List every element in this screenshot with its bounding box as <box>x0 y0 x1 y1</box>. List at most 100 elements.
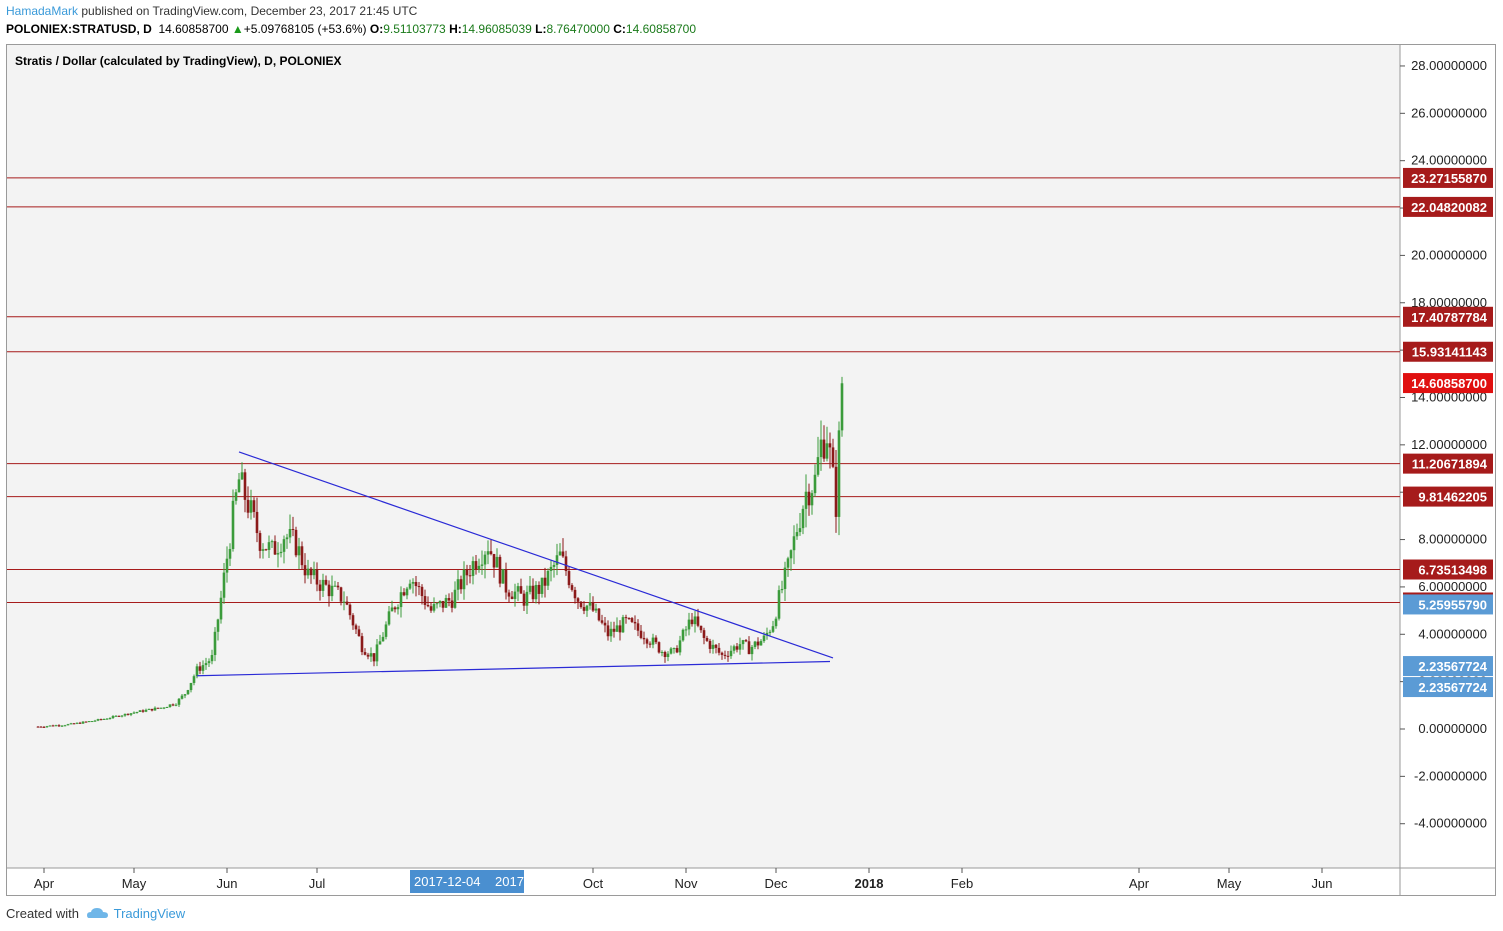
candle-body <box>441 600 445 608</box>
candle-body <box>480 564 484 566</box>
author-link[interactable]: HamadaMark <box>6 4 79 18</box>
chart-frame[interactable]: Stratis / Dollar (calculated by TradingV… <box>6 44 1496 896</box>
candle-body <box>168 704 172 708</box>
y-tick-label: 28.00000000 <box>1411 58 1487 73</box>
candle-body <box>495 556 499 568</box>
candle-body <box>252 500 256 512</box>
candle-body <box>798 528 802 533</box>
candle-body <box>423 596 427 605</box>
candle-body <box>660 652 664 654</box>
candle-body <box>306 568 310 576</box>
candle-body <box>390 607 394 612</box>
candle-body <box>510 596 514 599</box>
candle-body <box>759 641 763 646</box>
candle-body <box>519 586 523 594</box>
x-tick-label: Nov <box>674 876 698 891</box>
candle-body <box>57 725 61 727</box>
candle-body <box>489 551 493 555</box>
candle-body <box>51 725 55 727</box>
candle-body <box>651 637 655 645</box>
candle-body <box>765 632 769 636</box>
candle-body <box>258 533 262 551</box>
candle-body <box>237 479 241 493</box>
candle-body <box>639 630 643 638</box>
candle-body <box>645 639 649 644</box>
candle-body <box>468 575 472 577</box>
candle-body <box>114 715 118 717</box>
candle-body <box>102 718 106 720</box>
candle-body <box>636 623 640 631</box>
candle-body <box>225 558 229 573</box>
candle-body <box>831 447 835 467</box>
x-tick-label: Jun <box>217 876 238 891</box>
candle-body <box>477 565 481 570</box>
candle-body <box>141 710 145 712</box>
candle-body <box>744 640 748 642</box>
candle-body <box>210 655 214 662</box>
candle-body <box>99 719 103 721</box>
candle-body <box>807 491 811 506</box>
candle-body <box>648 643 652 645</box>
candle-body <box>690 619 694 625</box>
candle-body <box>804 491 808 509</box>
candle-body <box>621 617 625 633</box>
candle-body <box>810 493 814 506</box>
candle-body <box>36 726 40 728</box>
candle-body <box>375 644 379 662</box>
candle-body <box>279 551 283 554</box>
plot-pane[interactable] <box>7 45 1400 868</box>
candle-body <box>117 715 121 717</box>
candle-body <box>303 565 307 576</box>
candle-body <box>264 549 268 551</box>
created-with-text: Created with <box>6 906 79 921</box>
trendline-price-label-bg <box>1403 677 1493 698</box>
candle-body <box>474 561 478 570</box>
candle-body <box>729 650 733 657</box>
candle-body <box>69 723 73 725</box>
candle-body <box>366 654 370 657</box>
candle-body <box>585 605 589 611</box>
candle-body <box>627 618 631 620</box>
x-tick-label: Apr <box>34 876 55 891</box>
candle-body <box>699 625 703 631</box>
candle-body <box>576 598 580 602</box>
candle-body <box>657 642 661 653</box>
candle-body <box>189 682 193 691</box>
candle-body <box>96 719 100 721</box>
candle-body <box>144 709 148 712</box>
candle-body <box>741 640 745 645</box>
candle-body <box>762 635 766 642</box>
candle-body <box>600 620 604 623</box>
trendline-price-label: 2.23567724 <box>1418 659 1487 674</box>
price-chart[interactable]: Stratis / Dollar (calculated by TradingV… <box>7 45 1495 895</box>
candle-body <box>357 629 361 637</box>
candle-body <box>783 567 787 589</box>
candle-body <box>753 641 757 647</box>
candle-body <box>801 508 805 529</box>
candle-body <box>435 603 439 605</box>
candle-body <box>573 589 577 599</box>
candle-body <box>402 592 406 596</box>
candle-body <box>756 641 760 646</box>
high-value: 14.96085039 <box>461 22 532 36</box>
candle-body <box>549 566 553 571</box>
candle-body <box>324 579 328 585</box>
candle-body <box>270 541 274 543</box>
candle-body <box>624 617 628 619</box>
candle-body <box>828 443 832 448</box>
low-value: 8.76470000 <box>546 22 610 36</box>
y-tick-label: 14.00000000 <box>1411 389 1487 404</box>
candle-body <box>429 606 433 611</box>
tradingview-link[interactable]: TradingView <box>113 906 186 921</box>
candle-body <box>84 721 88 723</box>
candle-body <box>126 713 130 715</box>
y-tick-label: 4.00000000 <box>1418 626 1487 641</box>
trendline <box>196 660 831 677</box>
candle-body <box>393 607 397 610</box>
candle-body <box>528 585 532 592</box>
candle-body <box>711 644 715 649</box>
y-tick-label: -2.00000000 <box>1414 768 1487 783</box>
candle-body <box>267 542 271 550</box>
high-label: H: <box>449 22 462 36</box>
y-tick-label: 6.00000000 <box>1418 579 1487 594</box>
